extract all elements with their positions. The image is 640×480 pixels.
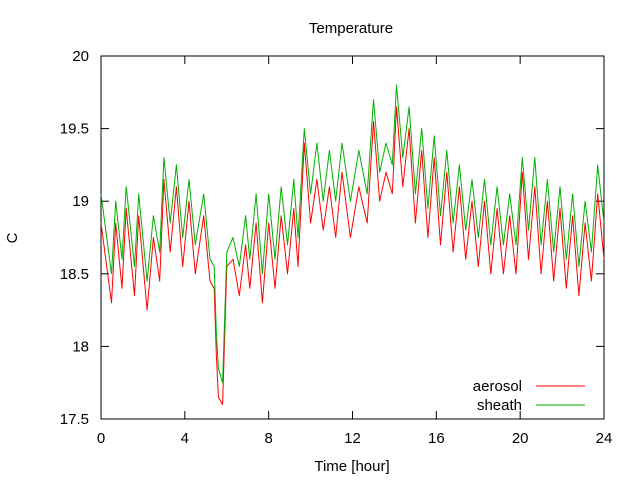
- plot-frame: [100, 55, 605, 420]
- y-tick-label: 20: [72, 48, 89, 65]
- legend-label-aerosol: aerosol: [473, 378, 522, 395]
- y-tick-label: 18: [72, 338, 89, 355]
- y-axis-label: C: [4, 232, 21, 243]
- y-axis: 17.5 18 18.5 19 19.5 20: [60, 48, 604, 428]
- x-axis: 0 4 8 12 16 20 24: [97, 56, 613, 447]
- y-tick-label: 19: [72, 193, 89, 210]
- x-tick-label: 0: [97, 430, 105, 447]
- x-tick-label: 4: [181, 430, 189, 447]
- y-tick-label: 17.5: [60, 411, 89, 428]
- series-layer: [100, 84, 605, 405]
- x-tick-label: 12: [344, 430, 361, 447]
- x-tick-label: 16: [428, 430, 445, 447]
- chart-title: Temperature: [309, 20, 393, 37]
- x-tick-label: 20: [512, 430, 529, 447]
- x-axis-label: Time [hour]: [314, 458, 389, 475]
- legend-label-sheath: sheath: [477, 397, 522, 414]
- x-tick-label: 24: [596, 430, 613, 447]
- x-tick-label: 8: [264, 430, 272, 447]
- series-line-aerosol: [100, 106, 605, 405]
- series-line-sheath: [100, 84, 605, 384]
- y-tick-label: 19.5: [60, 121, 89, 138]
- y-tick-label: 18.5: [60, 266, 89, 283]
- legend: aerosol sheath: [473, 378, 585, 414]
